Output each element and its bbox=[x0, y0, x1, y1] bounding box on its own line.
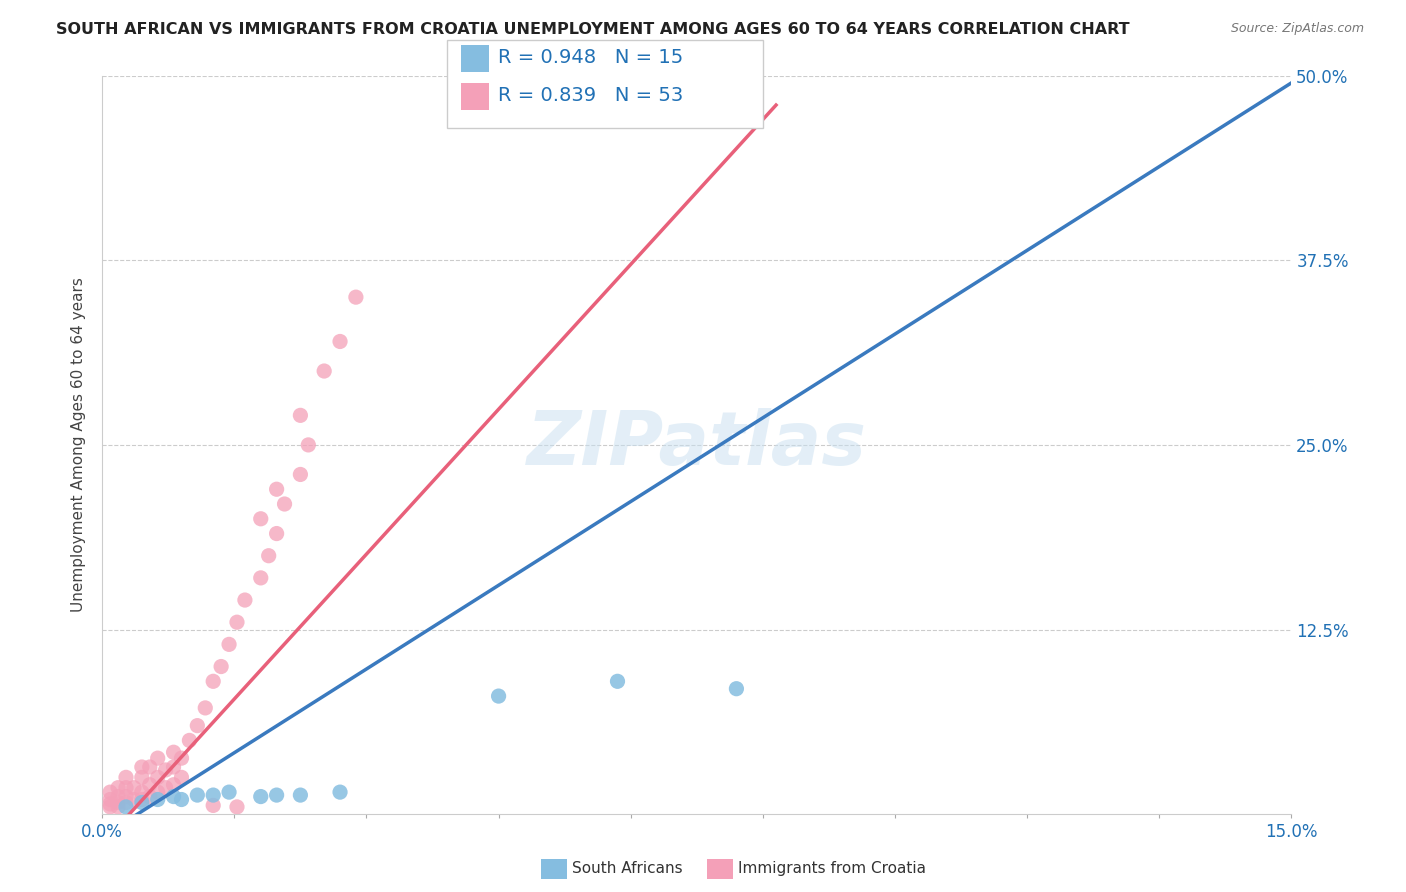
Point bbox=[162, 778, 184, 792]
Point bbox=[146, 792, 169, 806]
Point bbox=[98, 800, 121, 814]
Point bbox=[122, 792, 145, 806]
Point bbox=[329, 334, 352, 349]
Point bbox=[226, 800, 249, 814]
Text: R = 0.839   N = 53: R = 0.839 N = 53 bbox=[498, 86, 683, 105]
Point bbox=[186, 718, 208, 732]
Y-axis label: Unemployment Among Ages 60 to 64 years: Unemployment Among Ages 60 to 64 years bbox=[72, 277, 86, 612]
Point bbox=[290, 409, 312, 423]
Point bbox=[249, 789, 271, 804]
Text: R = 0.948   N = 15: R = 0.948 N = 15 bbox=[498, 48, 683, 68]
Point bbox=[162, 760, 184, 774]
Point bbox=[131, 785, 153, 799]
Point bbox=[146, 770, 169, 784]
Point bbox=[249, 512, 271, 526]
Point bbox=[162, 789, 184, 804]
Point bbox=[209, 659, 232, 673]
Point bbox=[131, 760, 153, 774]
Point bbox=[266, 482, 288, 496]
Point bbox=[344, 290, 367, 304]
Point bbox=[226, 615, 249, 630]
Point bbox=[329, 785, 352, 799]
Point bbox=[98, 797, 121, 811]
Point bbox=[115, 780, 138, 795]
Point bbox=[170, 770, 193, 784]
Point bbox=[98, 792, 121, 806]
Point bbox=[155, 763, 177, 777]
Point bbox=[162, 745, 184, 759]
Point bbox=[146, 785, 169, 799]
Point bbox=[179, 733, 201, 747]
Point bbox=[273, 497, 295, 511]
Point bbox=[107, 789, 129, 804]
Point bbox=[266, 526, 288, 541]
Point bbox=[115, 789, 138, 804]
Point bbox=[202, 798, 225, 813]
Point bbox=[257, 549, 280, 563]
Text: South Africans: South Africans bbox=[572, 862, 683, 876]
Point bbox=[170, 792, 193, 806]
Point bbox=[139, 760, 162, 774]
Point bbox=[107, 796, 129, 810]
Point bbox=[186, 788, 208, 802]
Point bbox=[139, 778, 162, 792]
Point bbox=[290, 467, 312, 482]
Point bbox=[155, 780, 177, 795]
Point bbox=[131, 770, 153, 784]
Point bbox=[131, 792, 153, 806]
Point bbox=[314, 364, 336, 378]
Point bbox=[131, 796, 153, 810]
Point bbox=[115, 796, 138, 810]
Point bbox=[297, 438, 319, 452]
Point bbox=[107, 800, 129, 814]
Point bbox=[233, 593, 256, 607]
Point bbox=[146, 751, 169, 765]
Point bbox=[170, 751, 193, 765]
Point bbox=[266, 788, 288, 802]
Point bbox=[290, 788, 312, 802]
Point bbox=[218, 785, 240, 799]
Point bbox=[107, 780, 129, 795]
Point bbox=[139, 789, 162, 804]
Point bbox=[606, 674, 628, 689]
Point bbox=[122, 780, 145, 795]
Text: Immigrants from Croatia: Immigrants from Croatia bbox=[738, 862, 927, 876]
Point bbox=[115, 770, 138, 784]
Point bbox=[488, 689, 510, 703]
Point bbox=[202, 674, 225, 689]
Text: Source: ZipAtlas.com: Source: ZipAtlas.com bbox=[1230, 22, 1364, 36]
Point bbox=[202, 788, 225, 802]
Point bbox=[115, 800, 138, 814]
Point bbox=[249, 571, 271, 585]
Point bbox=[725, 681, 748, 696]
Point bbox=[194, 701, 217, 715]
Text: ZIPatlas: ZIPatlas bbox=[527, 409, 866, 482]
Text: SOUTH AFRICAN VS IMMIGRANTS FROM CROATIA UNEMPLOYMENT AMONG AGES 60 TO 64 YEARS : SOUTH AFRICAN VS IMMIGRANTS FROM CROATIA… bbox=[56, 22, 1130, 37]
Point bbox=[98, 785, 121, 799]
Point bbox=[218, 637, 240, 651]
